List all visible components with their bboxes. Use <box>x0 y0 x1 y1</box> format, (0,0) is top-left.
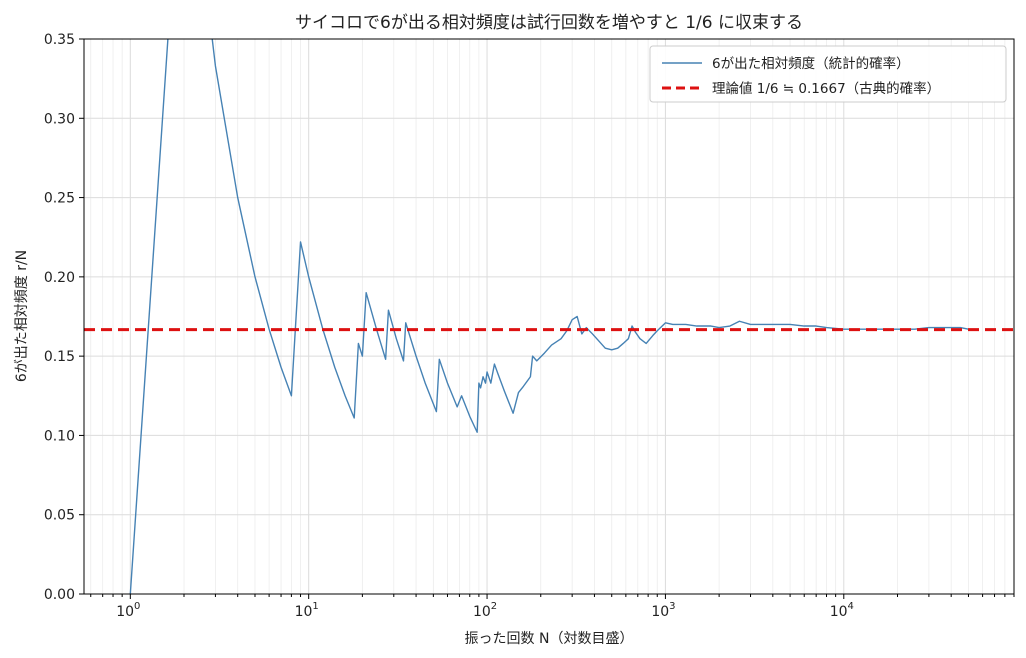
axis-ticks: 0.00 0.05 0.10 0.15 0.20 0.25 0.30 0.35 100 101 10… <box>44 32 1015 620</box>
legend: 6が出た相対頻度（統計的確率） 理論値 1/6 ≒ 0.1667（古典的確率） <box>649 45 1007 103</box>
y-tick-label: 0.30 <box>44 111 75 127</box>
series-line-relative-frequency <box>129 39 969 594</box>
y-axis-label: 6が出た相対頻度 r/N <box>14 250 30 382</box>
legend-label-theoretical: 理論値 1/6 ≒ 0.1667（古典的確率） <box>712 80 940 97</box>
plot-frame <box>83 38 1015 595</box>
chart-title: サイコロで6が出る相対頻度は試行回数を増やすと 1/6 に収束する <box>295 13 803 33</box>
y-tick-label: 0.10 <box>44 428 75 444</box>
y-tick-label: 0.35 <box>44 32 75 48</box>
series-layer <box>84 39 1014 594</box>
legend-label-relative-frequency: 6が出た相対頻度（統計的確率） <box>712 55 910 72</box>
x-tick-label: 101 <box>295 601 319 620</box>
x-tick-label: 102 <box>473 601 497 620</box>
x-tick-label: 104 <box>830 601 854 620</box>
x-tick-label: 103 <box>651 601 675 620</box>
y-tick-label: 0.15 <box>44 349 75 365</box>
x-tick-label: 100 <box>116 601 140 620</box>
y-tick-label: 0.00 <box>44 587 75 603</box>
x-axis-label: 振った回数 N（対数目盛） <box>465 631 634 647</box>
legend-box <box>649 45 1007 103</box>
grid <box>84 38 1015 595</box>
y-tick-label: 0.05 <box>44 508 75 524</box>
y-tick-label: 0.20 <box>44 270 75 286</box>
y-tick-label: 0.25 <box>44 191 75 207</box>
